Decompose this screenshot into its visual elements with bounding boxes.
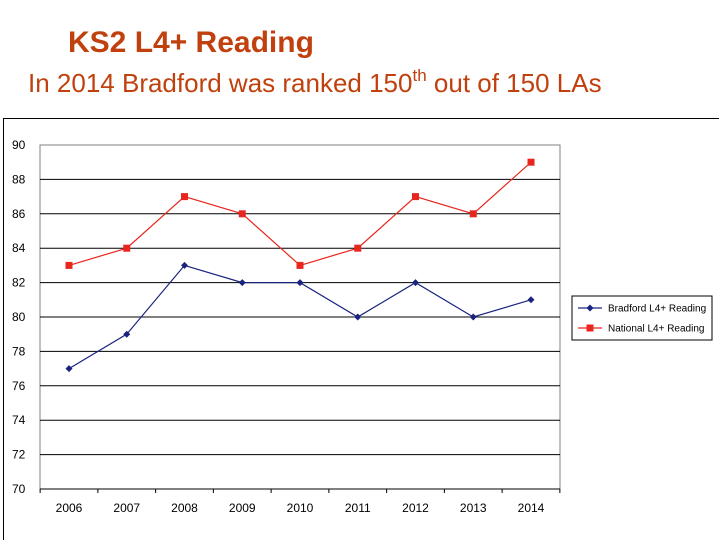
data-point-bradford xyxy=(181,261,188,269)
legend-label: National L4+ Reading xyxy=(608,324,704,335)
data-point-bradford xyxy=(238,279,246,287)
x-tick-label: 2010 xyxy=(287,501,314,515)
data-point-national xyxy=(412,193,419,201)
data-point-national xyxy=(527,158,535,166)
legend-label: Bradford L4+ Reading xyxy=(608,304,706,315)
subtitle-text-end: out of 150 LAs xyxy=(426,68,602,98)
data-point-bradford xyxy=(296,279,304,287)
y-tick-label: 76 xyxy=(12,379,26,393)
y-tick-label: 74 xyxy=(12,413,26,427)
data-point-national xyxy=(469,210,477,218)
legend-marker xyxy=(586,324,594,332)
data-point-bradford xyxy=(527,296,535,304)
y-tick-label: 88 xyxy=(12,172,26,186)
slide-title: KS2 L4+ Reading xyxy=(68,26,314,59)
data-point-national xyxy=(123,244,131,252)
x-tick-label: 2006 xyxy=(56,501,83,515)
subtitle-text: In 2014 Bradford was ranked 150 xyxy=(28,68,413,98)
data-point-bradford xyxy=(354,313,362,321)
data-point-bradford xyxy=(469,313,477,321)
subtitle-superscript: th xyxy=(412,66,427,85)
y-tick-label: 90 xyxy=(12,138,26,152)
y-tick-label: 78 xyxy=(12,344,26,358)
data-point-national xyxy=(296,261,304,269)
x-tick-label: 2012 xyxy=(402,501,429,515)
data-point-bradford xyxy=(123,330,131,338)
y-tick-label: 72 xyxy=(12,448,26,462)
x-tick-label: 2014 xyxy=(518,501,545,515)
x-tick-label: 2011 xyxy=(345,501,371,515)
data-point-national xyxy=(354,244,362,252)
y-tick-label: 84 xyxy=(12,241,26,255)
data-point-national xyxy=(65,261,73,269)
data-point-bradford xyxy=(412,279,419,287)
legend-marker xyxy=(586,304,594,312)
slide-subtitle: In 2014 Bradford was ranked 150th out of… xyxy=(28,66,602,99)
y-tick-label: 80 xyxy=(12,310,26,324)
x-tick-label: 2013 xyxy=(460,501,487,515)
x-tick-label: 2009 xyxy=(229,501,256,515)
x-tick-label: 2007 xyxy=(113,501,140,515)
y-tick-label: 86 xyxy=(12,207,26,221)
legend-box xyxy=(571,295,713,341)
y-tick-label: 82 xyxy=(12,276,26,290)
data-point-national xyxy=(181,193,188,201)
y-tick-label: 70 xyxy=(12,482,26,496)
data-point-bradford xyxy=(65,365,73,373)
chart-frame xyxy=(3,118,719,540)
x-tick-label: 2008 xyxy=(171,501,198,515)
data-point-national xyxy=(238,210,246,218)
